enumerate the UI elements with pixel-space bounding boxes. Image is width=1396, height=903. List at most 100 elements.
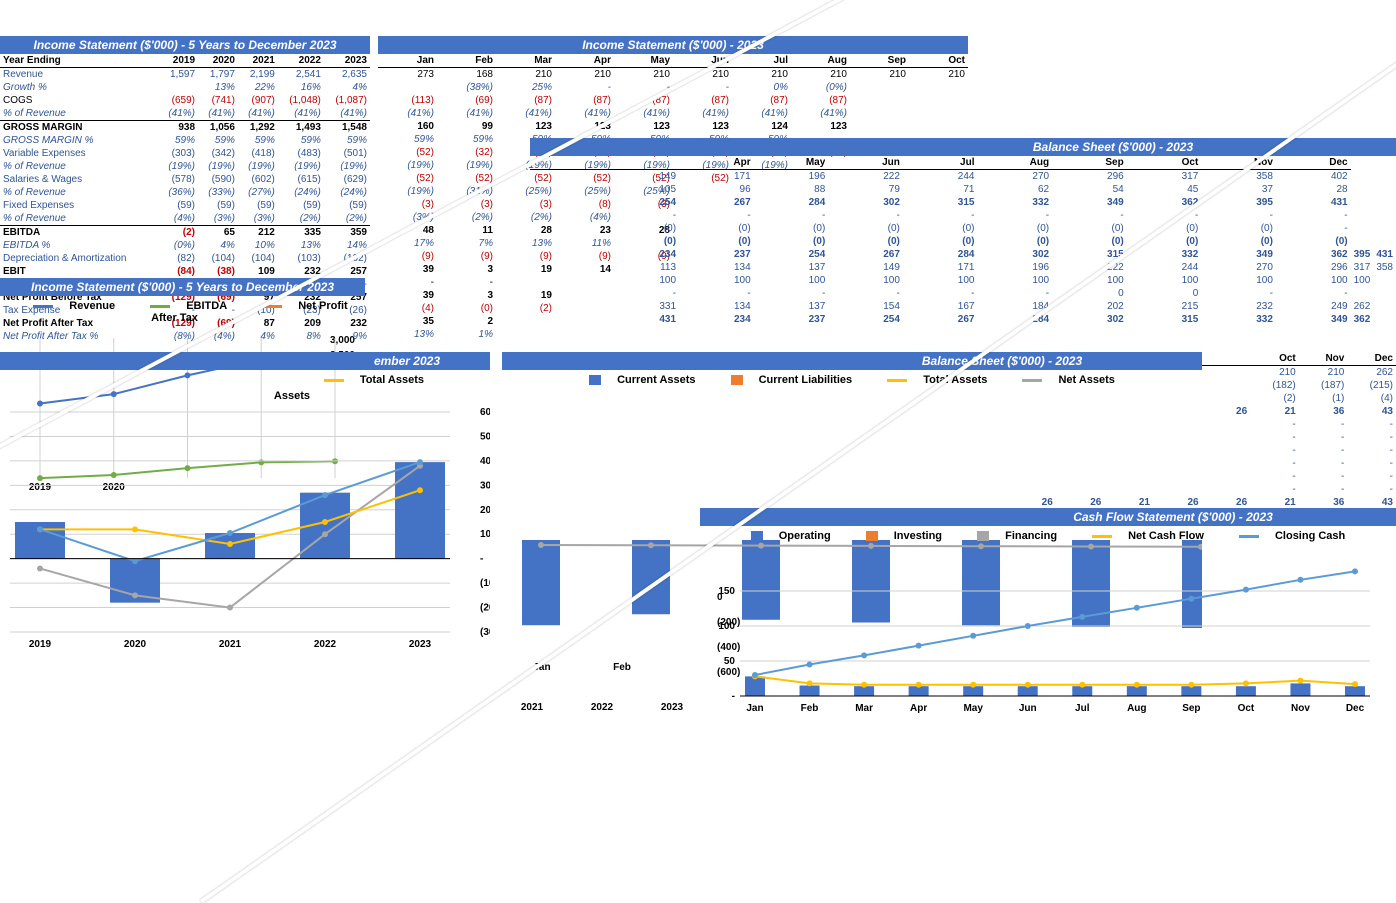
svg-text:Feb: Feb: [801, 703, 819, 714]
cell: (19%): [324, 160, 370, 173]
cell: 22%: [238, 81, 278, 94]
cell: 359: [324, 226, 370, 240]
svg-text:2022: 2022: [591, 702, 614, 713]
svg-text:2023: 2023: [409, 639, 432, 650]
svg-text:Jun: Jun: [1019, 703, 1037, 714]
svg-text:Nov: Nov: [1291, 703, 1310, 714]
cell: (36%): [158, 186, 198, 199]
row-label: GROSS MARGIN: [0, 121, 158, 135]
cell: 10%: [238, 239, 278, 252]
row-label: GROSS MARGIN %: [0, 134, 158, 147]
svg-text:2021: 2021: [219, 639, 242, 650]
cell: (38): [198, 265, 238, 278]
cell: 59%: [198, 134, 238, 147]
cell: 65: [198, 226, 238, 240]
svg-text:(300): (300): [480, 627, 490, 638]
cell: (19%): [158, 160, 198, 173]
cell: 59%: [324, 134, 370, 147]
svg-text:Aug: Aug: [1127, 703, 1146, 714]
balance-2023-table: AprMayJunJulAugSepOctNovDec1491711962222…: [530, 156, 1396, 326]
cell: 2019: [158, 54, 198, 68]
cell: (19%): [238, 160, 278, 173]
cell: 1,597: [158, 68, 198, 82]
cell: (483): [278, 147, 324, 160]
cell: (1,048): [278, 94, 324, 107]
svg-text:Feb: Feb: [613, 662, 631, 673]
cell: (27%): [238, 186, 278, 199]
cell: 4%: [198, 239, 238, 252]
row-label: Fixed Expenses: [0, 199, 158, 212]
chart4-legend: Operating Investing Financing Net Cash F…: [700, 526, 1396, 546]
svg-text:2019: 2019: [29, 639, 52, 650]
cell: (4%): [158, 212, 198, 226]
cell: (59): [324, 199, 370, 212]
cell: (629): [324, 173, 370, 186]
cell: (24%): [324, 186, 370, 199]
cell: 16%: [278, 81, 324, 94]
cell: (24%): [278, 186, 324, 199]
cell: (59): [198, 199, 238, 212]
row-label: Variable Expenses: [0, 147, 158, 160]
cell: (303): [158, 147, 198, 160]
cell: 2022: [278, 54, 324, 68]
cell: (590): [198, 173, 238, 186]
cell: (907): [238, 94, 278, 107]
row-label: EBIT: [0, 265, 158, 278]
cell: 59%: [158, 134, 198, 147]
row-label: % of Revenue: [0, 212, 158, 226]
svg-text:2022: 2022: [314, 639, 337, 650]
cell: 2023: [324, 54, 370, 68]
svg-text:Oct: Oct: [1238, 703, 1255, 714]
chart2-svg: 600500400300200100-(100)(200)(300)201920…: [0, 402, 490, 652]
svg-text:Sep: Sep: [1182, 703, 1200, 714]
cell: (59): [158, 199, 198, 212]
cell: (41%): [324, 107, 370, 121]
cell: (41%): [198, 107, 238, 121]
svg-text:Jan: Jan: [746, 703, 763, 714]
row-label: Depreciation & Amortization: [0, 252, 158, 265]
cell: (3%): [198, 212, 238, 226]
cell: 2,541: [278, 68, 324, 82]
cell: (103): [278, 252, 324, 265]
cell: [158, 81, 198, 94]
cell: 109: [238, 265, 278, 278]
chart2-sublabel: Assets: [0, 390, 490, 402]
row-label: EBITDA: [0, 226, 158, 240]
svg-text:200: 200: [480, 505, 490, 516]
cell: (19%): [198, 160, 238, 173]
chart4-panel: Cash Flow Statement ($'000) - 2023 Opera…: [700, 508, 1396, 729]
cell: 938: [158, 121, 198, 135]
cell: (104): [198, 252, 238, 265]
row-label: Salaries & Wages: [0, 173, 158, 186]
income-2023-title: Income Statement ($'000) - 2023: [378, 36, 968, 54]
cell: 1,493: [278, 121, 324, 135]
cell: 2,635: [324, 68, 370, 82]
balance-2023-panel: Balance Sheet ($'000) - 2023 AprMayJunJu…: [530, 138, 1396, 326]
row-label: % of Revenue: [0, 160, 158, 173]
svg-text:Dec: Dec: [1346, 703, 1365, 714]
cell: (82): [158, 252, 198, 265]
chart2-legend: Total Assets: [0, 370, 490, 390]
cell: (84): [158, 265, 198, 278]
cell: 2,199: [238, 68, 278, 82]
cell: (0%): [158, 239, 198, 252]
svg-text:-: -: [480, 554, 483, 565]
cell: 1,056: [198, 121, 238, 135]
row-label: Growth %: [0, 81, 158, 94]
svg-text:Apr: Apr: [910, 703, 927, 714]
cell: (19%): [278, 160, 324, 173]
income-5y-title: Income Statement ($'000) - 5 Years to De…: [0, 36, 370, 54]
row-label: COGS: [0, 94, 158, 107]
cell: (578): [158, 173, 198, 186]
cell: 257: [324, 265, 370, 278]
svg-text:2020: 2020: [124, 639, 147, 650]
svg-text:100: 100: [480, 529, 490, 540]
svg-text:Jul: Jul: [1075, 703, 1090, 714]
svg-text:Mar: Mar: [855, 703, 873, 714]
svg-text:400: 400: [480, 456, 490, 467]
svg-text:600: 600: [480, 407, 490, 418]
cell: (342): [198, 147, 238, 160]
cell: 13%: [198, 81, 238, 94]
cell: (41%): [158, 107, 198, 121]
svg-text:500: 500: [480, 431, 490, 442]
